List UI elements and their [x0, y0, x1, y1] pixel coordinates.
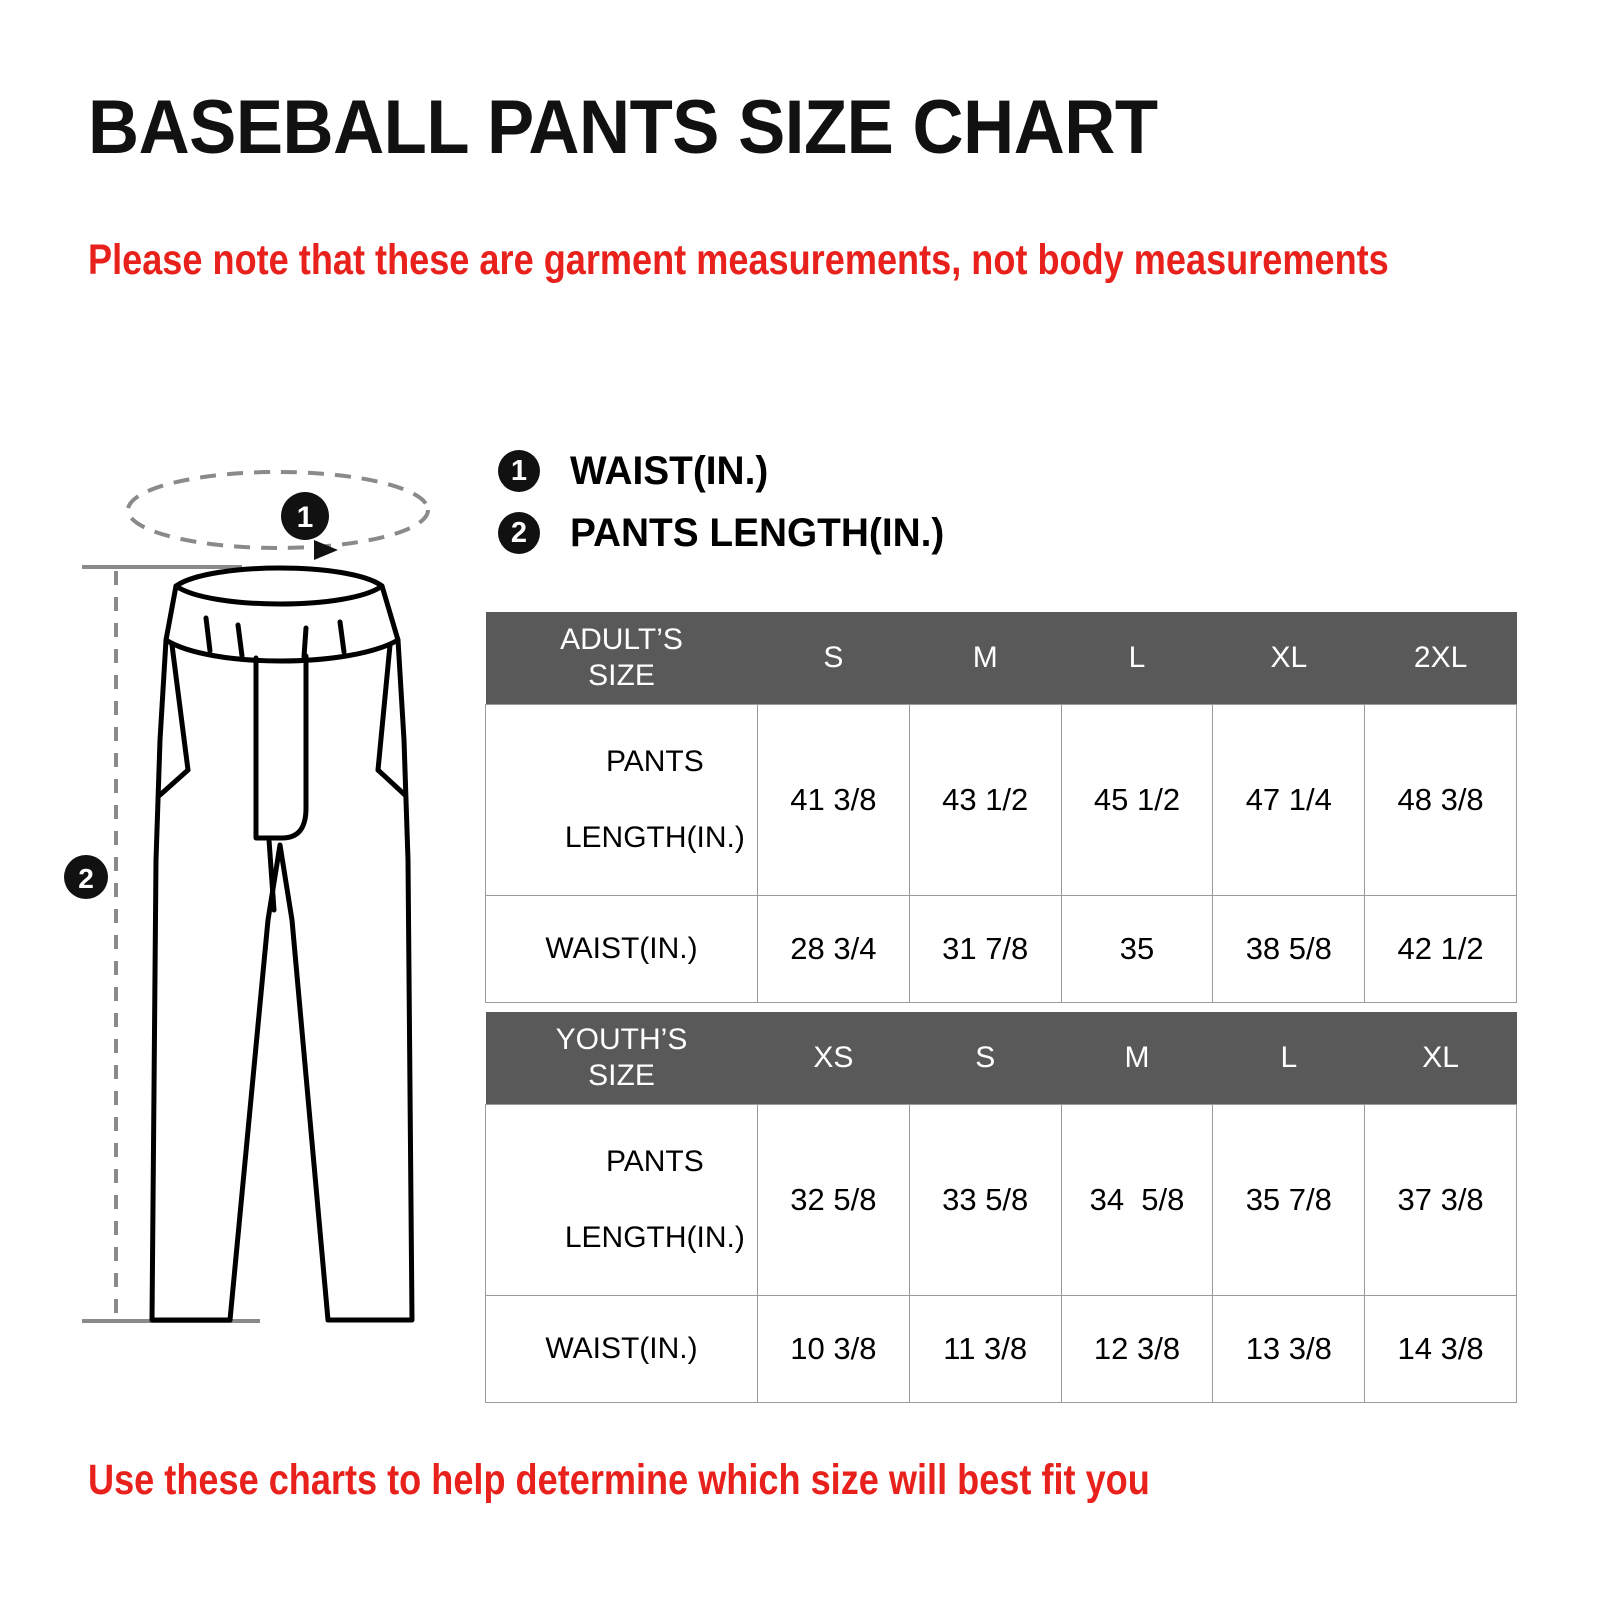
table-row: WAIST(IN.) 28 3/4 31 7/8 35 38 5/8 42 1/…: [485, 895, 1517, 1003]
adult-pants-length-label-line1: PANTS: [605, 745, 704, 778]
adult-size-table: ADULT’S SIZE S M L XL 2XL PANTS LENGTH(I…: [485, 612, 1517, 1003]
youth-pants-length-label-line2: LENGTH(IN.): [564, 1221, 745, 1254]
table-cell: 38 5/8: [1212, 895, 1366, 1003]
youth-column-m: M: [1061, 1012, 1213, 1105]
diagram-marker-two-bg: [64, 855, 108, 899]
table-cell: 11 3/8: [908, 1295, 1062, 1403]
youth-column-l: L: [1212, 1012, 1365, 1105]
youth-table-header: YOUTH’S SIZE XS S M L XL: [485, 1012, 1517, 1105]
adult-column-l: L: [1061, 612, 1213, 705]
adult-column-m: M: [909, 612, 1062, 705]
youth-table-body: PANTS LENGTH(IN.) 32 5/8 33 5/8 34 5/8 3…: [485, 1104, 1517, 1403]
table-cell: 48 3/8: [1364, 704, 1517, 896]
table-cell: 34 5/8: [1060, 1104, 1214, 1296]
table-cell: 43 1/2: [908, 704, 1062, 896]
table-row: WAIST(IN.) 10 3/8 11 3/8 12 3/8 13 3/8 1…: [485, 1295, 1517, 1403]
waist-ellipse-icon: [126, 470, 430, 550]
measurement-legend: 1 WAIST(IN.) 2 PANTS LENGTH(IN.): [498, 440, 1138, 564]
table-cell: 35: [1060, 895, 1214, 1003]
table-header-row: ADULT’S SIZE S M L XL 2XL: [485, 612, 1517, 705]
table-cell: 47 1/4: [1212, 704, 1366, 896]
size-help-note: Use these charts to help determine which…: [88, 1456, 1150, 1504]
adult-size-header-line1: ADULT’S: [560, 623, 683, 656]
adult-column-xl: XL: [1212, 612, 1365, 705]
table-cell: 32 5/8: [757, 1104, 910, 1296]
pants-outline-icon: 1 2: [64, 470, 430, 1323]
youth-row-label-waist: WAIST(IN.): [485, 1295, 758, 1403]
marker-one-icon: 1: [498, 450, 540, 492]
table-cell: 42 1/2: [1364, 895, 1517, 1003]
table-cell: 12 3/8: [1060, 1295, 1214, 1403]
marker-two-icon: 2: [498, 512, 540, 554]
waist-arrow-icon: [314, 540, 338, 560]
table-cell: 10 3/8: [757, 1295, 910, 1403]
adult-size-header: ADULT’S SIZE: [485, 612, 758, 705]
garment-measurement-note: Please note that these are garment measu…: [88, 236, 1389, 284]
diagram-marker-one-label: 1: [297, 501, 314, 534]
youth-size-header-line2: SIZE: [588, 1059, 655, 1092]
adult-column-2xl: 2XL: [1364, 612, 1517, 705]
legend-label-pants-length: PANTS LENGTH(IN.): [570, 510, 945, 555]
adult-pants-length-label-line2: LENGTH(IN.): [564, 821, 745, 854]
table-cell: 33 5/8: [908, 1104, 1062, 1296]
table-header-row: YOUTH’S SIZE XS S M L XL: [485, 1012, 1517, 1105]
youth-size-header: YOUTH’S SIZE: [485, 1012, 758, 1105]
table-cell: 37 3/8: [1364, 1104, 1517, 1296]
legend-label-waist: WAIST(IN.): [570, 448, 769, 493]
adult-column-s: S: [757, 612, 910, 705]
table-cell: 31 7/8: [908, 895, 1062, 1003]
legend-item-pants-length: 2 PANTS LENGTH(IN.): [498, 502, 1138, 564]
page-title: BASEBALL PANTS SIZE CHART: [88, 85, 1158, 170]
youth-column-s: S: [909, 1012, 1062, 1105]
youth-size-table: YOUTH’S SIZE XS S M L XL PANTS LENGTH(IN…: [485, 1012, 1517, 1403]
adult-row-label-pants-length: PANTS LENGTH(IN.): [485, 704, 758, 896]
adult-table-body: PANTS LENGTH(IN.) 41 3/8 43 1/2 45 1/2 4…: [485, 704, 1517, 1003]
youth-column-xl: XL: [1364, 1012, 1517, 1105]
table-cell: 45 1/2: [1060, 704, 1214, 896]
diagram-marker-two-label: 2: [78, 863, 94, 894]
adult-row-label-waist: WAIST(IN.): [485, 895, 758, 1003]
pants-diagram: 1 2: [60, 440, 500, 1340]
youth-column-xs: XS: [757, 1012, 910, 1105]
table-cell: 41 3/8: [757, 704, 910, 896]
diagram-marker-one-bg: [281, 492, 329, 540]
table-cell: 35 7/8: [1212, 1104, 1366, 1296]
table-row: PANTS LENGTH(IN.) 41 3/8 43 1/2 45 1/2 4…: [485, 704, 1517, 896]
legend-item-waist: 1 WAIST(IN.): [498, 440, 1138, 502]
youth-row-label-pants-length: PANTS LENGTH(IN.): [485, 1104, 758, 1296]
table-cell: 14 3/8: [1364, 1295, 1517, 1403]
adult-table-header: ADULT’S SIZE S M L XL 2XL: [485, 612, 1517, 705]
table-cell: 28 3/4: [757, 895, 910, 1003]
table-cell: 13 3/8: [1212, 1295, 1366, 1403]
youth-size-header-line1: YOUTH’S: [555, 1023, 688, 1056]
youth-pants-length-label-line1: PANTS: [605, 1145, 704, 1178]
table-row: PANTS LENGTH(IN.) 32 5/8 33 5/8 34 5/8 3…: [485, 1104, 1517, 1296]
adult-size-header-line2: SIZE: [588, 659, 655, 692]
